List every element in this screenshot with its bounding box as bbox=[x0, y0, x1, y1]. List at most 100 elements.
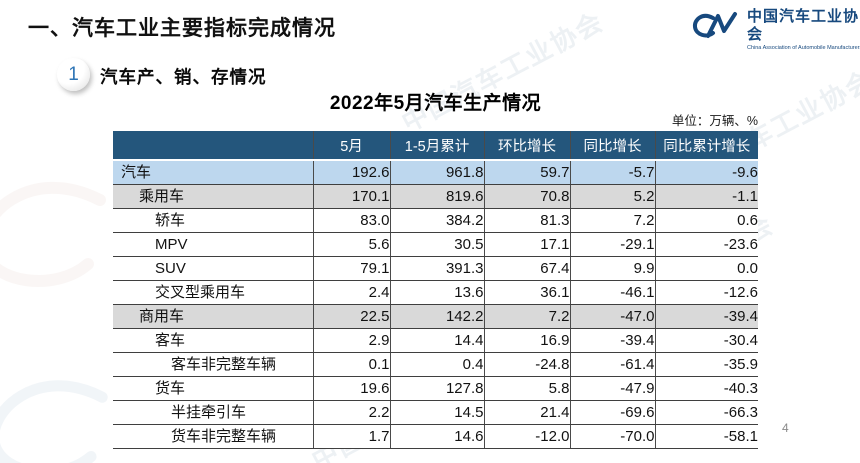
row-label-cell: 汽车 bbox=[113, 160, 313, 185]
table-header-cell bbox=[113, 131, 313, 161]
value-cell: 0.1 bbox=[312, 352, 390, 377]
value-cell: 0.0 bbox=[654, 256, 758, 281]
value-cell: 2.9 bbox=[312, 328, 390, 353]
production-table: 5月 1-5月累计 环比增长 同比增长 同比累计增长 汽车 192.6 961.8 59.7-… bbox=[113, 131, 758, 449]
row-label-cell: 客车 bbox=[113, 328, 313, 353]
value-cell: 7.2 bbox=[569, 208, 655, 233]
table-row: 交叉型乘用车 2.4 13.6 36.1 -46.1 -12.6 bbox=[113, 280, 758, 305]
logo-name-en: China Association of Automobile Manufact… bbox=[747, 45, 860, 51]
value-cell: 127.8 bbox=[389, 376, 484, 401]
section-title: 一、汽车工业主要指标完成情况 bbox=[28, 17, 336, 40]
value-cell: 30.5 bbox=[389, 232, 484, 257]
table-row: 货车 19.6 127.8 5.8 -47.9 -40.3 bbox=[113, 376, 758, 401]
value-cell: 170.1 bbox=[312, 184, 390, 209]
value-cell: 819.6 bbox=[389, 184, 484, 209]
value-cell: -47.0 bbox=[569, 304, 655, 329]
value-cell: 14.5 bbox=[389, 400, 484, 425]
value-cell: 391.3 bbox=[389, 256, 484, 281]
table-body: 汽车 192.6 961.8 59.7 -5.7 -9.6 乘用车 170.1 819.6 70.… bbox=[113, 160, 758, 449]
value-cell: 22.5 bbox=[312, 304, 390, 329]
value-cell: 13.6 bbox=[389, 280, 484, 305]
value-cell: 2.2 bbox=[312, 400, 390, 425]
row-label-cell: 半挂牵引车 bbox=[113, 400, 313, 425]
row-label-cell: SUV bbox=[113, 256, 313, 281]
table-header-cell: 1-5月累计 bbox=[389, 131, 484, 161]
table-row: 客车 2.9 14.4 16.9 -39.4 -30.4 bbox=[113, 328, 758, 353]
value-cell: 5.6 bbox=[312, 232, 390, 257]
value-cell: 16.9 bbox=[483, 328, 570, 353]
value-cell: 59.7 bbox=[483, 160, 570, 185]
value-cell: 83.0 bbox=[312, 208, 390, 233]
value-cell: -40.3 bbox=[654, 376, 758, 401]
value-cell: -29.1 bbox=[569, 232, 655, 257]
value-cell: -39.4 bbox=[654, 304, 758, 329]
row-label-cell: 乘用车 bbox=[113, 184, 313, 209]
value-cell: -47.9 bbox=[569, 376, 655, 401]
table-header-cell: 同比增长 bbox=[569, 131, 655, 161]
table-row: 乘用车 170.1 819.6 70.8 5.2 -1.1 bbox=[113, 184, 758, 209]
table-row: 货车非完整车辆 1.7 14.6 -12.0 -70.0 -58.1 bbox=[113, 424, 758, 449]
value-cell: 17.1 bbox=[483, 232, 570, 257]
value-cell: -70.0 bbox=[569, 424, 655, 449]
row-label-cell: 货车非完整车辆 bbox=[113, 424, 313, 449]
table-header-cell: 同比累计增长 bbox=[654, 131, 758, 161]
value-cell: -23.6 bbox=[654, 232, 758, 257]
value-cell: 192.6 bbox=[312, 160, 390, 185]
row-label-cell: 货车 bbox=[113, 376, 313, 401]
badge-number: 1 bbox=[68, 63, 79, 85]
value-cell: 70.8 bbox=[483, 184, 570, 209]
value-cell: 14.6 bbox=[389, 424, 484, 449]
value-cell: -66.3 bbox=[654, 400, 758, 425]
table-row: 半挂牵引车 2.2 14.5 21.4 -69.6 -66.3 bbox=[113, 400, 758, 425]
production-table-wrap: 5月 1-5月累计 环比增长 同比增长 同比累计增长 汽车 192.6 961.8 59.7-… bbox=[113, 131, 758, 449]
row-label-cell: 轿车 bbox=[113, 208, 313, 233]
value-cell: 0.4 bbox=[389, 352, 484, 377]
row-label-cell: 交叉型乘用车 bbox=[113, 280, 313, 305]
value-cell: 142.2 bbox=[389, 304, 484, 329]
value-cell: 384.2 bbox=[389, 208, 484, 233]
table-row: 汽车 192.6 961.8 59.7 -5.7 -9.6 bbox=[113, 160, 758, 185]
row-label-cell: 客车非完整车辆 bbox=[113, 352, 313, 377]
row-label-cell: 商用车 bbox=[113, 304, 313, 329]
value-cell: 0.6 bbox=[654, 208, 758, 233]
value-cell: -9.6 bbox=[654, 160, 758, 185]
table-row: 商用车 22.5 142.2 7.2 -47.0 -39.4 bbox=[113, 304, 758, 329]
value-cell: -1.1 bbox=[654, 184, 758, 209]
subsection-number-badge: 1 bbox=[57, 58, 90, 91]
value-cell: -69.6 bbox=[569, 400, 655, 425]
value-cell: 81.3 bbox=[483, 208, 570, 233]
value-cell: 67.4 bbox=[483, 256, 570, 281]
value-cell: 5.8 bbox=[483, 376, 570, 401]
table-row: MPV 5.6 30.5 17.1 -29.1 -23.6 bbox=[113, 232, 758, 257]
value-cell: 2.4 bbox=[312, 280, 390, 305]
value-cell: -24.8 bbox=[483, 352, 570, 377]
value-cell: -30.4 bbox=[654, 328, 758, 353]
value-cell: 9.9 bbox=[569, 256, 655, 281]
value-cell: -58.1 bbox=[654, 424, 758, 449]
table-row: SUV 79.1 391.3 67.4 9.9 0.0 bbox=[113, 256, 758, 281]
row-label-cell: MPV bbox=[113, 232, 313, 257]
table-row: 客车非完整车辆 0.1 0.4 -24.8 -61.4 -35.9 bbox=[113, 352, 758, 377]
unit-note: 单位：万辆、% bbox=[671, 114, 758, 128]
value-cell: -12.6 bbox=[654, 280, 758, 305]
table-header-cell: 5月 bbox=[312, 131, 390, 161]
value-cell: -35.9 bbox=[654, 352, 758, 377]
table-header-cell: 环比增长 bbox=[483, 131, 570, 161]
caam-logo: 中国汽车工业协会 China Association of Automobile… bbox=[692, 8, 860, 52]
page-number: 4 bbox=[782, 421, 789, 435]
value-cell: 961.8 bbox=[389, 160, 484, 185]
value-cell: 36.1 bbox=[483, 280, 570, 305]
value-cell: 5.2 bbox=[569, 184, 655, 209]
value-cell: 21.4 bbox=[483, 400, 570, 425]
value-cell: -12.0 bbox=[483, 424, 570, 449]
value-cell: -39.4 bbox=[569, 328, 655, 353]
table-row: 轿车 83.0 384.2 81.3 7.2 0.6 bbox=[113, 208, 758, 233]
table-header-row: 5月 1-5月累计 环比增长 同比增长 同比累计增长 bbox=[113, 131, 758, 161]
value-cell: 14.4 bbox=[389, 328, 484, 353]
value-cell: 79.1 bbox=[312, 256, 390, 281]
value-cell: -46.1 bbox=[569, 280, 655, 305]
logo-name-cn: 中国汽车工业协会 bbox=[747, 8, 860, 43]
caam-logo-icon bbox=[692, 12, 737, 38]
value-cell: 19.6 bbox=[312, 376, 390, 401]
